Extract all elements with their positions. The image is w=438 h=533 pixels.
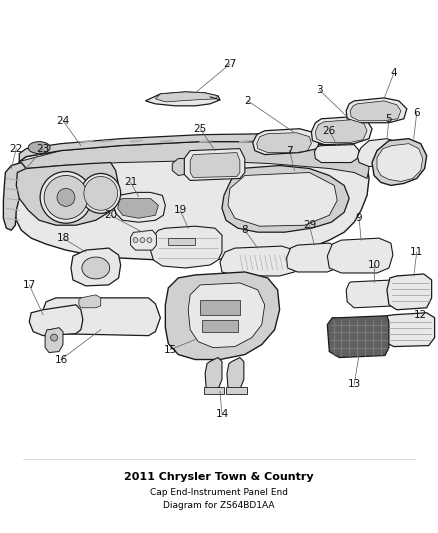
Polygon shape — [41, 298, 160, 336]
Polygon shape — [118, 198, 159, 218]
Text: 9: 9 — [356, 213, 362, 223]
Polygon shape — [346, 280, 401, 308]
Text: 4: 4 — [391, 68, 397, 78]
Polygon shape — [200, 300, 240, 315]
Text: 11: 11 — [410, 247, 424, 257]
Text: 23: 23 — [36, 143, 50, 154]
Text: 10: 10 — [367, 260, 381, 270]
Polygon shape — [71, 248, 120, 286]
Text: 26: 26 — [323, 126, 336, 136]
Polygon shape — [204, 387, 224, 394]
Ellipse shape — [84, 176, 118, 211]
Polygon shape — [372, 139, 427, 185]
Polygon shape — [327, 316, 389, 358]
Text: 3: 3 — [316, 85, 323, 95]
Text: 16: 16 — [54, 354, 67, 365]
Polygon shape — [257, 133, 311, 152]
Ellipse shape — [133, 238, 138, 243]
Polygon shape — [286, 243, 341, 272]
Ellipse shape — [81, 173, 120, 213]
Ellipse shape — [57, 188, 75, 206]
Polygon shape — [227, 358, 244, 391]
Polygon shape — [222, 166, 349, 232]
Polygon shape — [172, 158, 184, 175]
Polygon shape — [16, 163, 119, 225]
Polygon shape — [387, 274, 431, 310]
Ellipse shape — [50, 334, 57, 341]
Polygon shape — [226, 387, 247, 394]
Text: 29: 29 — [303, 220, 316, 230]
Polygon shape — [220, 246, 297, 276]
Text: 27: 27 — [223, 59, 237, 69]
Text: 19: 19 — [173, 205, 187, 215]
Text: 17: 17 — [23, 280, 36, 290]
Text: 14: 14 — [215, 409, 229, 419]
Polygon shape — [165, 272, 279, 360]
Polygon shape — [19, 142, 369, 179]
Polygon shape — [14, 142, 369, 260]
Polygon shape — [29, 305, 83, 336]
Ellipse shape — [140, 238, 145, 243]
Text: 18: 18 — [57, 233, 70, 243]
Polygon shape — [145, 92, 220, 106]
Polygon shape — [314, 144, 359, 163]
Polygon shape — [383, 313, 434, 346]
Polygon shape — [350, 101, 401, 121]
Ellipse shape — [44, 175, 88, 219]
Polygon shape — [377, 144, 423, 181]
Text: 2: 2 — [244, 96, 251, 106]
Polygon shape — [346, 98, 407, 123]
Text: Diagram for ZS64BD1AA: Diagram for ZS64BD1AA — [163, 501, 275, 510]
Polygon shape — [131, 230, 156, 250]
Text: Cap End-Instrument Panel End: Cap End-Instrument Panel End — [150, 488, 288, 497]
Ellipse shape — [28, 142, 50, 154]
Polygon shape — [357, 139, 404, 166]
Ellipse shape — [298, 136, 320, 146]
Polygon shape — [327, 238, 393, 273]
Text: 24: 24 — [57, 116, 70, 126]
Ellipse shape — [147, 238, 152, 243]
Text: 12: 12 — [414, 310, 427, 320]
Polygon shape — [4, 163, 26, 230]
Polygon shape — [311, 117, 372, 144]
Text: 5: 5 — [385, 114, 392, 124]
Polygon shape — [155, 92, 218, 102]
Polygon shape — [202, 320, 238, 332]
Text: 8: 8 — [241, 225, 248, 235]
Text: 15: 15 — [164, 344, 177, 354]
Polygon shape — [315, 120, 367, 143]
Polygon shape — [45, 328, 63, 352]
Text: 21: 21 — [124, 177, 137, 188]
Text: 2011 Chrysler Town & Country: 2011 Chrysler Town & Country — [124, 472, 314, 482]
Polygon shape — [188, 283, 265, 348]
Polygon shape — [79, 295, 101, 308]
Text: 25: 25 — [194, 124, 207, 134]
Text: 13: 13 — [347, 379, 361, 390]
Text: 22: 22 — [10, 143, 23, 154]
Text: 6: 6 — [413, 108, 420, 118]
Polygon shape — [190, 152, 240, 177]
Polygon shape — [168, 238, 195, 245]
Polygon shape — [205, 358, 222, 391]
Polygon shape — [150, 226, 222, 268]
Text: 7: 7 — [286, 146, 293, 156]
Text: 20: 20 — [104, 210, 117, 220]
Polygon shape — [228, 173, 337, 226]
Polygon shape — [19, 134, 344, 161]
Polygon shape — [253, 129, 319, 155]
Ellipse shape — [82, 257, 110, 279]
Ellipse shape — [40, 172, 92, 223]
Polygon shape — [114, 192, 165, 222]
Polygon shape — [184, 149, 245, 181]
